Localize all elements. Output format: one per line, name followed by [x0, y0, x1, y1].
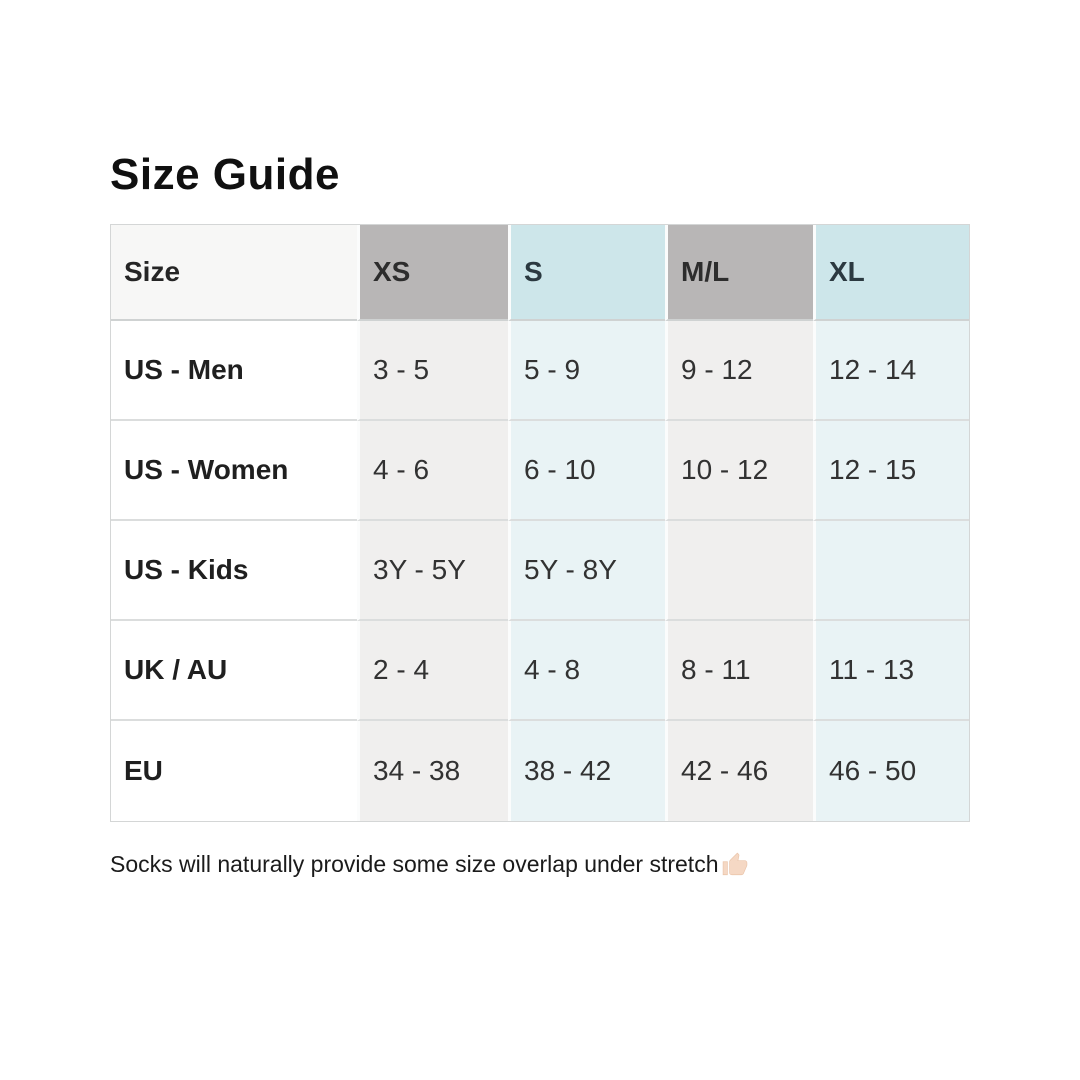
size-guide-table: Size XS S M/L XL US - Men 3 - 5 5 - 9 9 … — [110, 224, 970, 822]
table-row-uk-au: UK / AU 2 - 4 4 - 8 8 - 11 11 - 13 — [111, 621, 969, 721]
column-header-s: S — [508, 225, 665, 321]
cell-us-women-xl: 12 - 15 — [813, 421, 969, 521]
row-label: US - Kids — [111, 521, 357, 621]
cell-us-kids-ml — [665, 521, 813, 621]
column-header-ml: M/L — [665, 225, 813, 321]
row-label: EU — [111, 721, 357, 821]
page-title: Size Guide — [110, 150, 340, 199]
cell-uk-au-xl: 11 - 13 — [813, 621, 969, 721]
cell-uk-au-xs: 2 - 4 — [357, 621, 508, 721]
column-header-xl: XL — [813, 225, 969, 321]
table-row-us-men: US - Men 3 - 5 5 - 9 9 - 12 12 - 14 — [111, 321, 969, 421]
row-label: US - Women — [111, 421, 357, 521]
cell-us-men-xl: 12 - 14 — [813, 321, 969, 421]
cell-us-women-s: 6 - 10 — [508, 421, 665, 521]
cell-us-men-ml: 9 - 12 — [665, 321, 813, 421]
cell-eu-s: 38 - 42 — [508, 721, 665, 821]
cell-us-kids-xs: 3Y - 5Y — [357, 521, 508, 621]
cell-uk-au-s: 4 - 8 — [508, 621, 665, 721]
cell-eu-xl: 46 - 50 — [813, 721, 969, 821]
table-row-us-women: US - Women 4 - 6 6 - 10 10 - 12 12 - 15 — [111, 421, 969, 521]
table-row-us-kids: US - Kids 3Y - 5Y 5Y - 8Y — [111, 521, 969, 621]
size-guide-section: Size Guide Size XS S M/L XL US - Men 3 -… — [110, 150, 970, 878]
cell-us-men-xs: 3 - 5 — [357, 321, 508, 421]
footnote: Socks will naturally provide some size o… — [110, 850, 968, 878]
thumbs-up-icon — [722, 852, 748, 878]
cell-us-kids-xl — [813, 521, 969, 621]
cell-eu-xs: 34 - 38 — [357, 721, 508, 821]
cell-us-kids-s: 5Y - 8Y — [508, 521, 665, 621]
header-row: Size XS S M/L XL — [111, 225, 969, 321]
cell-eu-ml: 42 - 46 — [665, 721, 813, 821]
column-header-xs: XS — [357, 225, 508, 321]
row-label: UK / AU — [111, 621, 357, 721]
footnote-text: Socks will naturally provide some size o… — [110, 850, 719, 877]
row-label: US - Men — [111, 321, 357, 421]
cell-uk-au-ml: 8 - 11 — [665, 621, 813, 721]
table-row-eu: EU 34 - 38 38 - 42 42 - 46 46 - 50 — [111, 721, 969, 821]
cell-us-women-xs: 4 - 6 — [357, 421, 508, 521]
cell-us-women-ml: 10 - 12 — [665, 421, 813, 521]
column-header-size: Size — [111, 225, 357, 321]
cell-us-men-s: 5 - 9 — [508, 321, 665, 421]
